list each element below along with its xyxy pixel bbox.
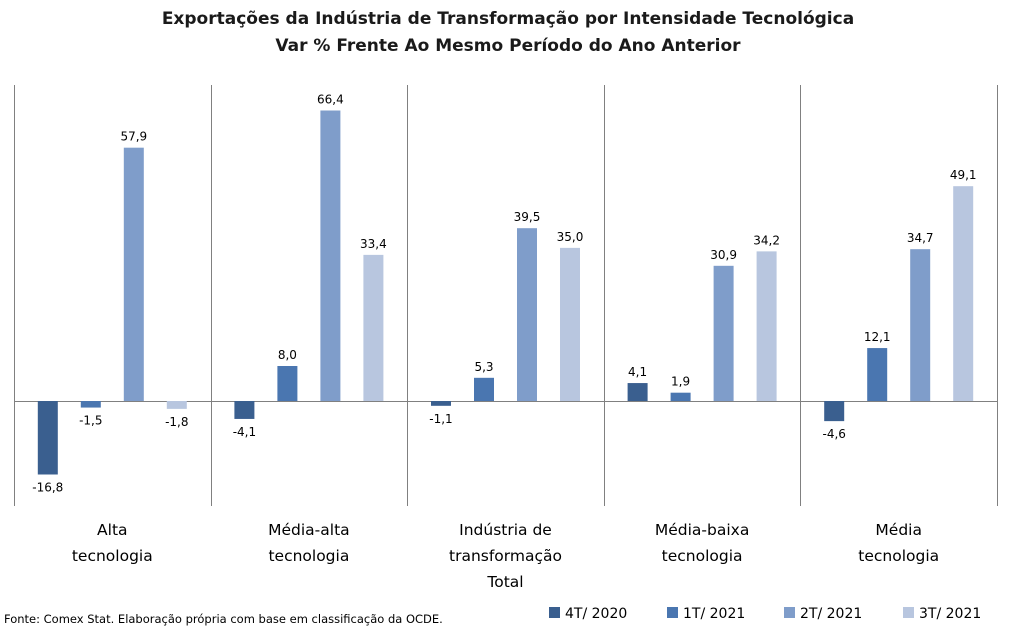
bar [474,377,494,401]
category-labels-group: Alta tecnologia Média-alta tecnologia Indúst… [72,521,939,591]
data-label: 12,1 [864,330,891,344]
legend-label: 3T/ 2021 [919,606,981,622]
chart-title: Exportações da Indústria de Transformaçã… [162,9,854,29]
bar [80,401,101,408]
legend-swatch [549,607,560,618]
data-label: -4,1 [233,425,256,439]
legend-label: 2T/ 2021 [800,606,862,622]
data-label: 5,3 [474,360,493,374]
data-label: 33,4 [360,237,387,251]
bar [517,228,537,401]
bar [166,401,187,409]
data-label: -16,8 [32,481,63,495]
category-label: tecnologia [858,547,939,565]
bar [824,401,845,422]
data-label: 30,9 [710,248,737,262]
category-label: Indústria de [459,521,552,539]
legend-label: 1T/ 2021 [683,606,745,622]
bar [670,392,691,401]
bar [234,401,255,419]
bar [713,265,734,401]
data-label: -1,1 [429,412,452,426]
data-label: -4,6 [822,427,845,441]
bar [867,348,888,401]
bar [560,247,580,401]
data-label: -1,8 [165,415,188,429]
data-label: 34,7 [907,231,934,245]
category-label: Alta [97,521,128,539]
bar [363,254,384,401]
category-label: tecnologia [268,547,349,565]
bar [756,251,777,401]
data-label: 35,0 [557,230,584,244]
chart-subtitle: Var % Frente Ao Mesmo Período do Ano Ant… [275,36,741,56]
bar [277,366,298,401]
legend-swatch [903,607,914,618]
bar [910,249,931,401]
legend-label: 4T/ 2020 [565,606,627,622]
category-label: Média-baixa [655,521,749,539]
data-label: 49,1 [950,168,977,182]
bars-group [37,110,974,475]
category-label: tecnologia [72,547,153,565]
bar [953,186,974,401]
bar [431,401,451,406]
legend-swatch [667,607,678,618]
category-label: Total [486,573,523,591]
category-label: transformação [449,547,562,565]
bar [627,383,648,401]
data-label: 57,9 [120,130,147,144]
category-label: tecnologia [662,547,743,565]
legend-swatch [784,607,795,618]
data-labels-group: -16,8 -1,5 57,9 -1,8 -4,1 8,0 66,4 33,4 -1,1 5,3 3… [32,93,976,495]
category-label: Média [875,521,922,539]
data-label: 8,0 [278,348,297,362]
data-label: 34,2 [753,233,780,247]
data-label: 66,4 [317,93,344,107]
legend: 4T/ 2020 1T/ 2021 2T/ 2021 3T/ 2021 [549,606,981,622]
data-label: 39,5 [514,210,541,224]
bar [123,147,144,401]
data-label: 4,1 [628,365,647,379]
source-note: Fonte: Comex Stat. Elaboração própria co… [4,612,443,626]
data-label: -1,5 [79,414,102,428]
category-separators [14,85,998,506]
category-label: Média-alta [268,521,350,539]
bar [320,110,341,401]
bar [37,401,58,475]
data-label: 1,9 [671,375,690,389]
